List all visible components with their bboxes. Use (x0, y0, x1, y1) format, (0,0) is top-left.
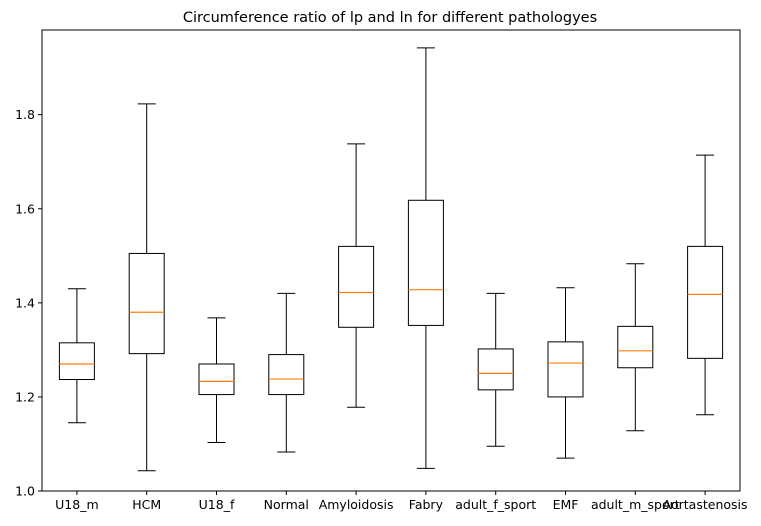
box (198, 363, 235, 396)
box (477, 348, 514, 391)
x-tick-label: HCM (132, 497, 161, 512)
x-tick-label: Fabry (409, 497, 444, 512)
box (617, 325, 654, 369)
box (58, 342, 95, 381)
y-tick-label: 1.6 (15, 201, 35, 216)
x-tick-label: Aortastenosis (663, 497, 748, 512)
x-tick-label: U18_f (199, 497, 235, 512)
y-tick-label: 1.4 (15, 295, 35, 310)
x-tick-label: adult_m_sport (591, 497, 680, 512)
box (128, 252, 165, 355)
box (268, 354, 305, 396)
chart-title: Circumference ratio of lp and ln for dif… (183, 10, 597, 26)
box (407, 199, 444, 326)
y-tick-label: 1.2 (15, 389, 35, 404)
y-tick-label: 1.0 (15, 484, 35, 499)
x-tick-label: EMF (553, 497, 579, 512)
y-tick-label: 1.8 (15, 107, 35, 122)
plot-frame (41, 29, 741, 492)
box (547, 341, 584, 398)
x-tick-label: Amyloidosis (319, 497, 394, 512)
box (338, 245, 375, 328)
x-tick-label: Normal (264, 497, 309, 512)
x-tick-label: U18_m (55, 497, 98, 512)
box (687, 245, 724, 359)
x-tick-label: adult_f_sport (455, 497, 536, 512)
